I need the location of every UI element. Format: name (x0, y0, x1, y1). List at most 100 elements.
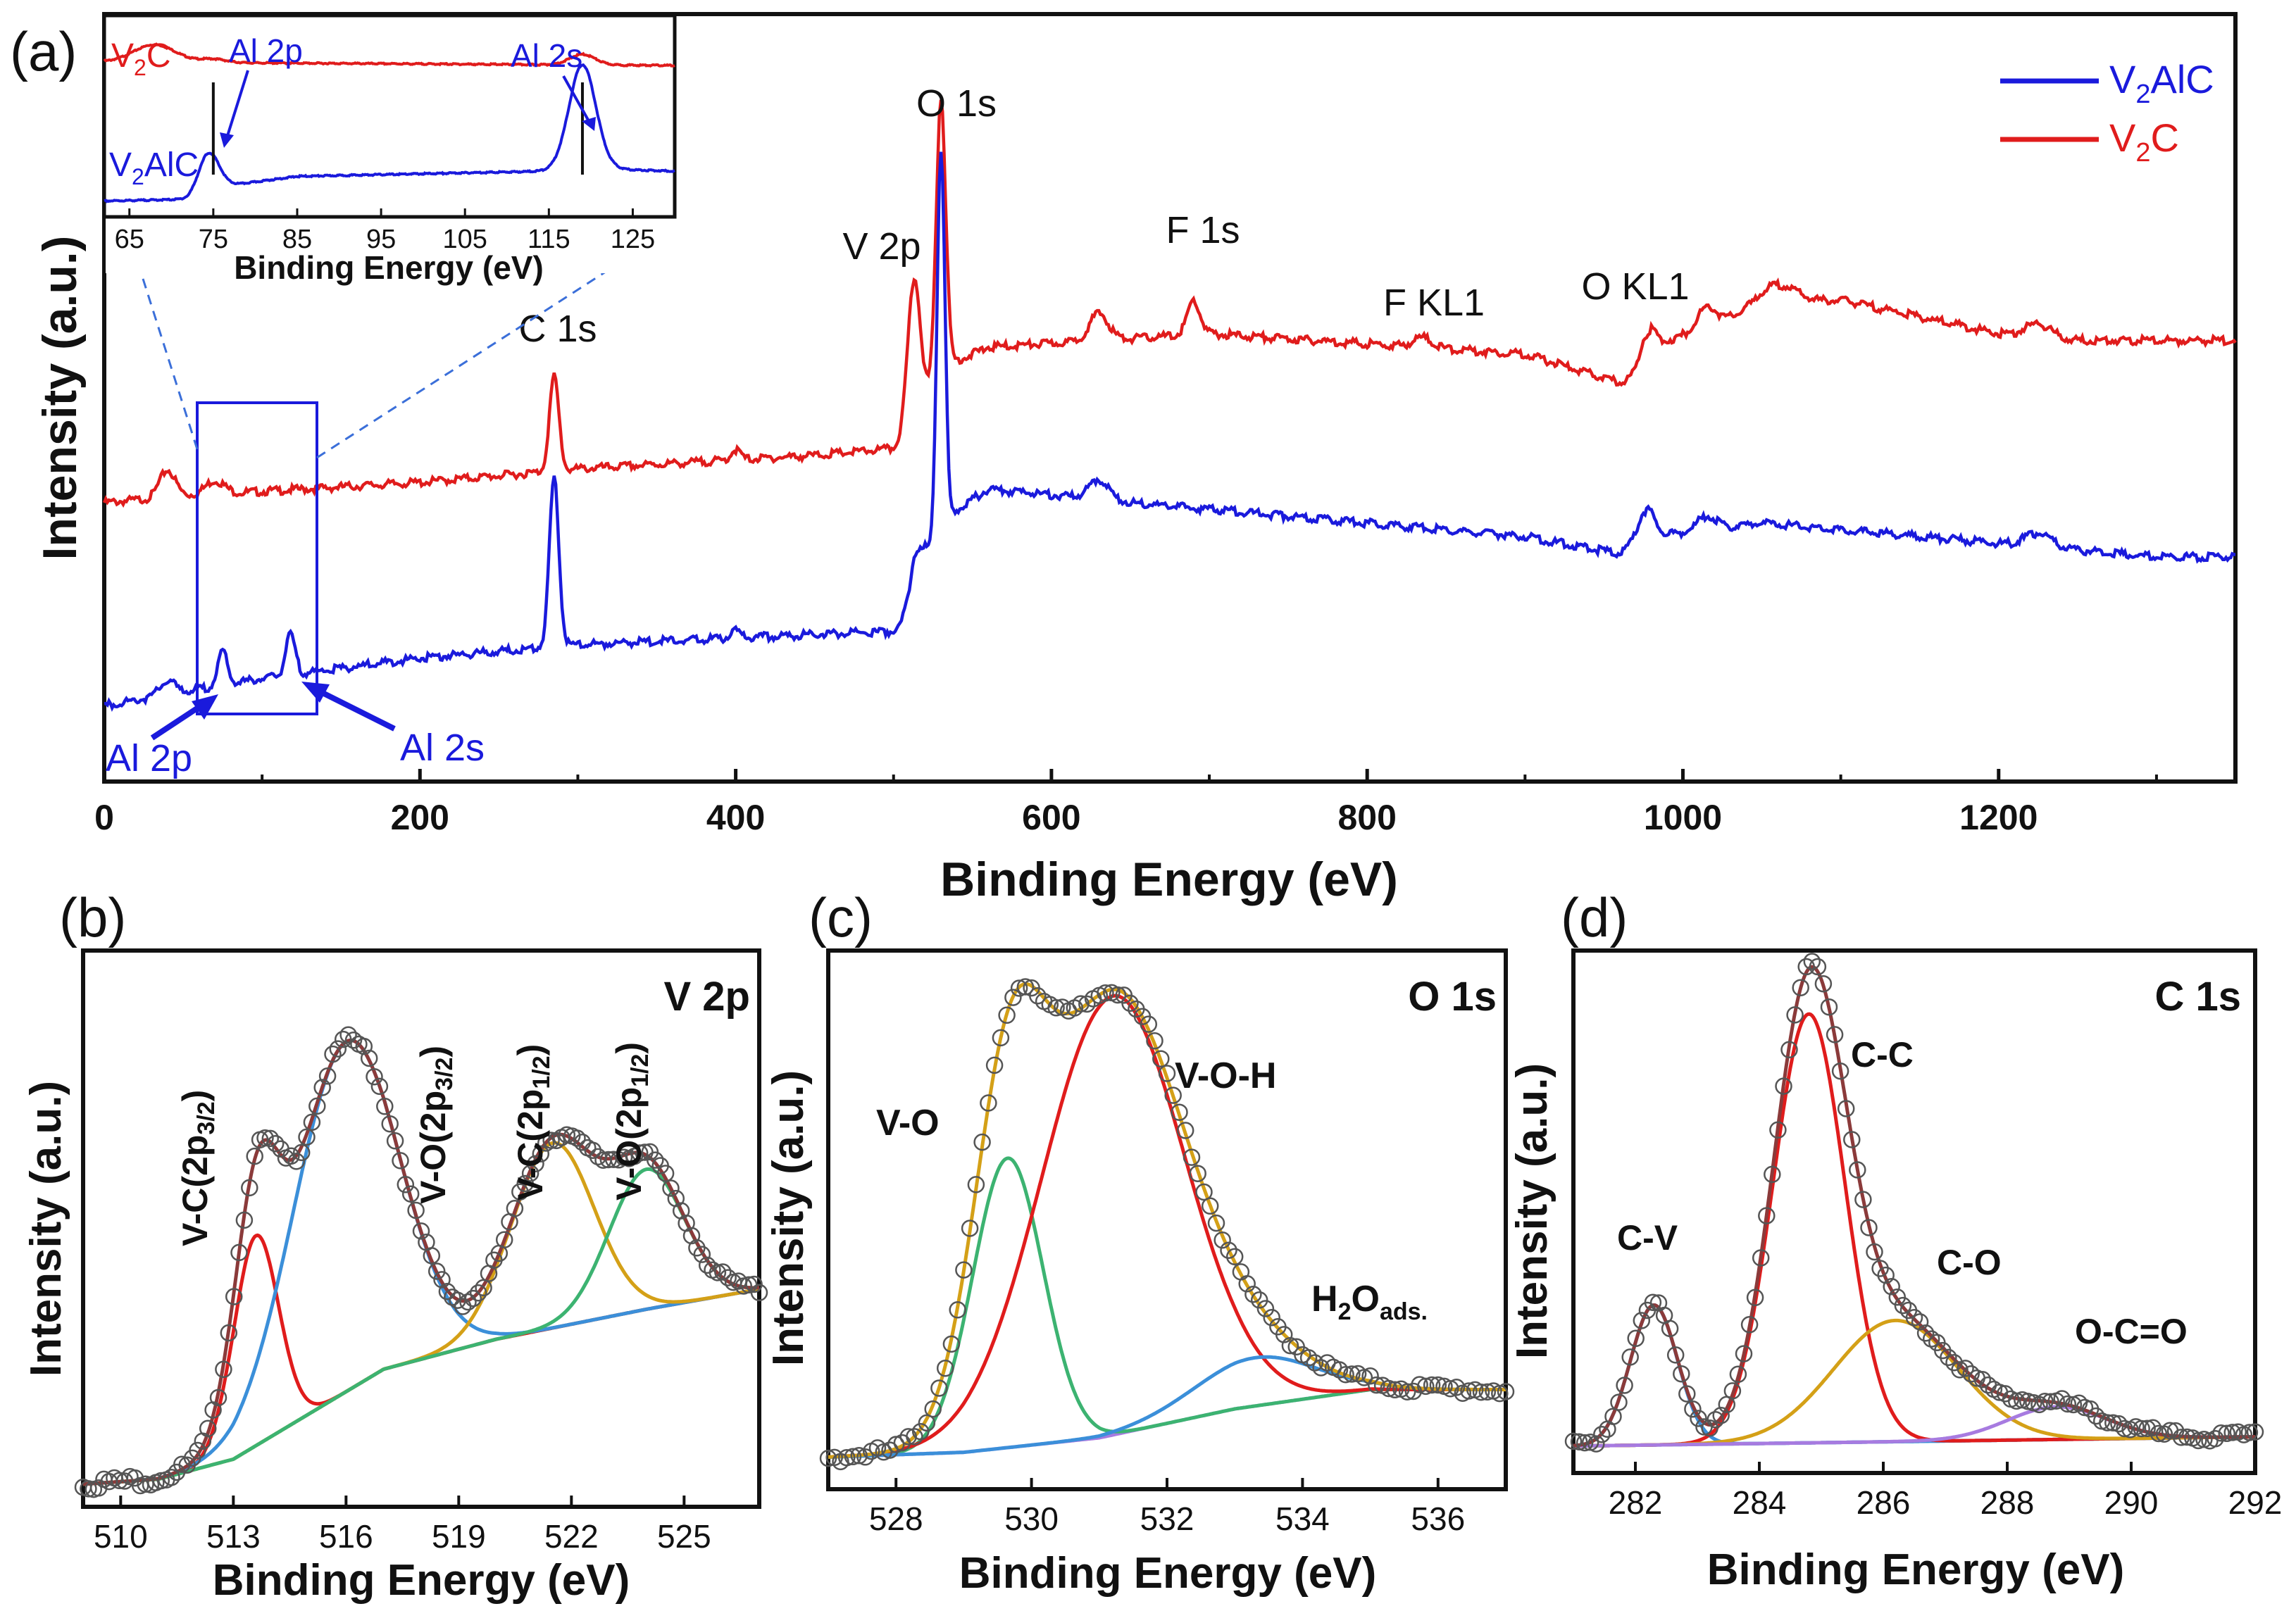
data-point (1417, 1377, 1435, 1396)
data-point (428, 1262, 446, 1280)
inset: 65 75 85 95 105 115 125 Binding Energy (eV) V2… (102, 13, 677, 286)
component-o-c-o (1573, 1405, 2255, 1448)
panel-d-plot-area (1564, 953, 2264, 1453)
data-point (1121, 994, 1139, 1013)
data-point (1442, 1379, 1459, 1398)
x-tick-label: 510 (94, 1518, 148, 1555)
data-point (506, 1200, 524, 1217)
data-point (1678, 1385, 1696, 1403)
panel-d: (d) 282 284 286 288 290 292 C 1s Binding Ener… (1508, 886, 2282, 1594)
panel-a-x-tick-label: 1000 (1644, 798, 1722, 837)
data-point (2007, 1392, 2026, 1410)
data-point (1220, 1241, 1237, 1259)
data-point (630, 1144, 649, 1162)
data-point (266, 1134, 285, 1153)
data-point (527, 1155, 544, 1172)
data-point (1764, 1165, 1781, 1184)
data-point (376, 1098, 394, 1115)
inset-al2p-arrow (225, 70, 249, 139)
data-point (542, 1132, 560, 1149)
data-point (719, 1269, 737, 1286)
data-point (662, 1179, 680, 1197)
data-point (1343, 1365, 1361, 1383)
x-tick-label: 536 (1411, 1500, 1465, 1537)
data-point (850, 1447, 868, 1465)
data-point (1189, 1165, 1206, 1182)
panel-c-x-axis-title: Binding Energy (eV) (959, 1549, 1376, 1598)
data-point (1707, 1410, 1724, 1429)
data-point (339, 1026, 357, 1043)
data-point (433, 1271, 451, 1289)
annotation-c1s: C 1s (518, 308, 597, 350)
data-point (464, 1289, 482, 1308)
data-point (1786, 1006, 1804, 1024)
panel-b-plot-area (74, 1026, 768, 1498)
data-point (1877, 1266, 1895, 1284)
data-point (1152, 1050, 1170, 1068)
data-point (1792, 979, 1809, 996)
data-point (209, 1389, 227, 1407)
x-tick-label: 519 (432, 1518, 486, 1555)
x-tick-label: 282 (1609, 1484, 1663, 1521)
data-point (1244, 1285, 1262, 1303)
data-point (423, 1247, 441, 1265)
inset-x-tick-label: 125 (611, 225, 655, 254)
data-point (459, 1293, 477, 1311)
data-point (911, 1422, 930, 1441)
inset-al2p-arrowhead (220, 132, 234, 148)
data-point (163, 1468, 180, 1486)
panel-a-plot-frame (102, 12, 2238, 784)
data-point (1564, 1432, 1583, 1450)
data-point (568, 1129, 586, 1147)
data-point (1478, 1383, 1497, 1401)
label-c-o: C-O (1937, 1243, 2002, 1282)
inset-al2s-arrow (562, 75, 590, 122)
annotation-o-kl1: O KL1 (1581, 265, 1689, 308)
x-tick-label: 288 (1980, 1484, 2035, 1521)
data-point (955, 1261, 973, 1279)
data-point (1072, 995, 1090, 1013)
panel-a-curves (102, 99, 2237, 713)
data-point (1355, 1369, 1373, 1386)
panel-a-x-tick-label: 1200 (1959, 798, 2038, 837)
label-c-c: C-C (1851, 1035, 1914, 1074)
label-vc-2p3-2: V-C(2p3/2) (175, 1090, 220, 1246)
panel-a-x-tick-label: 400 (706, 798, 765, 837)
data-point (1803, 953, 1821, 970)
data-point (1176, 1122, 1194, 1139)
data-point (985, 1056, 1004, 1074)
data-point (2150, 1424, 2168, 1443)
data-point (2223, 1424, 2241, 1441)
data-point (412, 1222, 430, 1240)
data-point (532, 1145, 550, 1162)
annotation-o1s: O 1s (916, 82, 997, 125)
data-point (1576, 1434, 1594, 1452)
data-point (2246, 1423, 2264, 1441)
inset-x-tick-label: 105 (443, 225, 487, 254)
data-point (303, 1113, 321, 1132)
data-point (1593, 1425, 1611, 1443)
panel-a-x-axis-title: Binding Energy (eV) (940, 853, 1398, 906)
panel-d-x-ticks: 282 284 286 288 290 292 (1609, 1462, 2282, 1521)
data-point (287, 1153, 306, 1170)
data-point (392, 1152, 409, 1170)
data-point (1238, 1275, 1256, 1293)
data-point (656, 1165, 675, 1182)
data-point (173, 1455, 191, 1473)
data-point (1368, 1376, 1385, 1394)
al2s-arrow (310, 684, 396, 732)
data-point (1109, 986, 1127, 1004)
zoom-region-box (196, 401, 318, 715)
data-point (1140, 1015, 1158, 1033)
data-point (1849, 1161, 1866, 1179)
data-point (1775, 1077, 1792, 1095)
component-v-o-2p1-2- (82, 1167, 760, 1486)
data-point (998, 1006, 1016, 1024)
data-point (1621, 1348, 1639, 1366)
data-point (1171, 1103, 1188, 1121)
data-point (1213, 1231, 1231, 1249)
data-point (2036, 1392, 2054, 1410)
data-point (1860, 1219, 1878, 1236)
data-point (1164, 1086, 1182, 1104)
data-point (1616, 1377, 1633, 1394)
